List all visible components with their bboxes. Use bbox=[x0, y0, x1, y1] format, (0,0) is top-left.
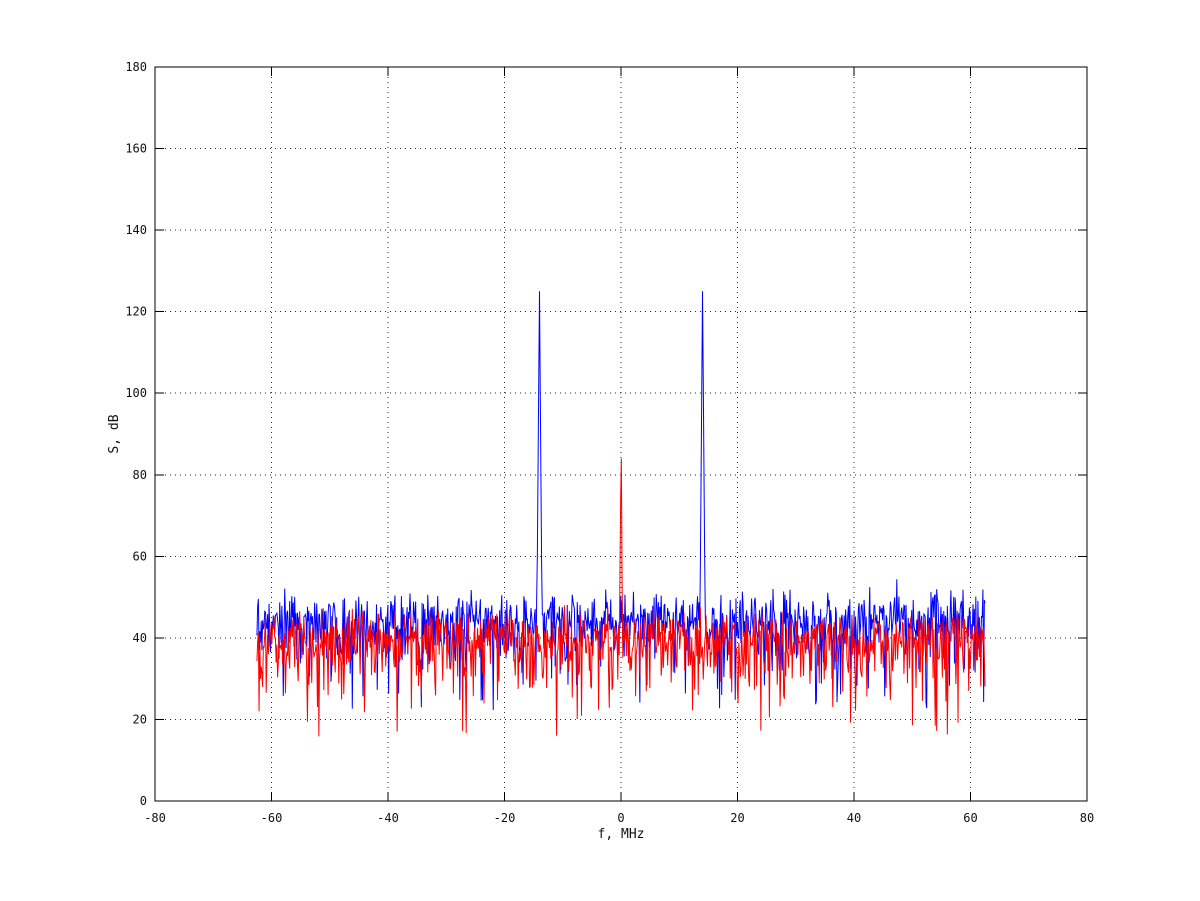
y-tick-label: 120 bbox=[125, 305, 147, 319]
tick-layer bbox=[154, 66, 1088, 802]
x-tick-label: -80 bbox=[144, 811, 166, 825]
spectrum-red-trace bbox=[256, 458, 986, 737]
y-tick-label: 40 bbox=[133, 631, 147, 645]
y-axis-label: S, dB bbox=[107, 414, 122, 453]
y-tick-label: 20 bbox=[133, 712, 147, 726]
x-axis-label: f, MHz bbox=[598, 827, 645, 842]
x-tick-label: -20 bbox=[494, 811, 516, 825]
x-tick-label: 60 bbox=[963, 811, 977, 825]
y-tick-label: 60 bbox=[133, 549, 147, 563]
y-tick-label: 100 bbox=[125, 386, 147, 400]
y-tick-label: 160 bbox=[125, 142, 147, 156]
y-tick-label: 140 bbox=[125, 223, 147, 237]
x-tick-label: -60 bbox=[261, 811, 283, 825]
y-tick-label: 0 bbox=[140, 794, 147, 808]
x-tick-label: 0 bbox=[617, 811, 624, 825]
x-tick-label: 40 bbox=[847, 811, 861, 825]
spectrum-blue-trace bbox=[256, 291, 986, 711]
ticklabel-layer: -80 -60 -40 -20 0 20 40 60 80 0 20 40 60 80 100 120 140 1… bbox=[125, 60, 1094, 825]
y-tick-label: 180 bbox=[125, 60, 147, 74]
x-tick-label: 20 bbox=[730, 811, 744, 825]
x-tick-label: 80 bbox=[1080, 811, 1094, 825]
y-tick-label: 80 bbox=[133, 468, 147, 482]
x-tick-label: -40 bbox=[377, 811, 399, 825]
series-layer bbox=[256, 291, 986, 737]
